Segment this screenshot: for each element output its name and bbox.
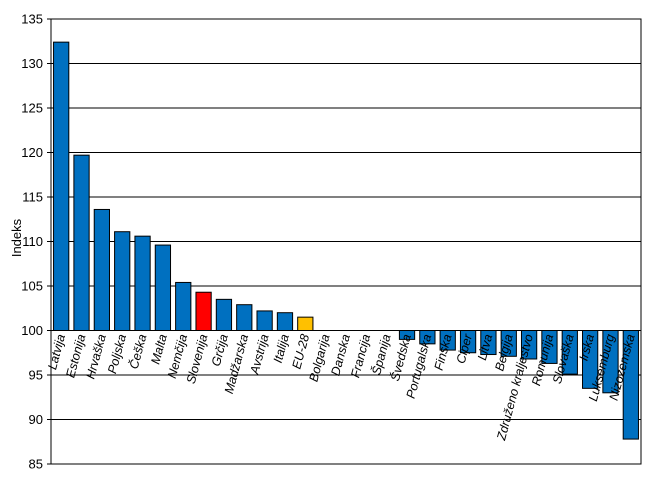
- bar: [114, 231, 131, 332]
- y-tick-label: 90: [29, 412, 43, 427]
- y-tick-label: 100: [21, 323, 43, 338]
- category-label: Avstrija: [247, 333, 271, 377]
- bar: [73, 154, 90, 331]
- bar: [215, 298, 233, 332]
- category-label: Italija: [271, 333, 292, 365]
- category-label: Litva: [475, 333, 495, 362]
- y-tick-label: 120: [21, 145, 43, 160]
- bar: [480, 330, 497, 356]
- bar: [134, 235, 151, 331]
- bar: [175, 281, 192, 332]
- bar: [419, 330, 436, 345]
- bar: [561, 330, 578, 375]
- y-tick-label: 105: [21, 279, 43, 294]
- y-tick-label: 95: [29, 368, 43, 383]
- bar: [236, 304, 253, 332]
- bar: [520, 330, 538, 360]
- y-axis-label: Indeks: [9, 218, 24, 257]
- bar: [276, 312, 294, 332]
- bar: [154, 244, 172, 331]
- bar: [622, 330, 639, 440]
- bar: [500, 330, 517, 357]
- y-axis-ticks: 85 90 95 100 105 110 115 120 125 130 135: [21, 12, 51, 472]
- bar: [93, 208, 110, 332]
- y-tick-label: 115: [22, 190, 43, 205]
- y-tick-label: 85: [29, 457, 43, 472]
- bar: [297, 316, 314, 331]
- bars: [53, 41, 639, 440]
- y-tick-label: 130: [21, 56, 43, 71]
- bar: [602, 330, 619, 394]
- category-label: Poljska: [105, 333, 129, 376]
- bar: [459, 330, 477, 354]
- y-tick-label: 135: [21, 12, 43, 27]
- category-label: Latvija: [45, 333, 68, 372]
- bar: [439, 330, 456, 351]
- category-label: Irska: [577, 333, 598, 363]
- category-label: Grčija: [209, 333, 231, 368]
- bar: [398, 330, 416, 340]
- category-label: Malta: [148, 333, 169, 366]
- bar: [582, 330, 599, 389]
- bar: [53, 41, 70, 331]
- bar: [195, 291, 212, 332]
- category-label: EU-28: [290, 333, 313, 371]
- y-tick-label: 125: [21, 101, 43, 116]
- y-tick-label: 110: [22, 234, 43, 249]
- category-labels: LatvijaEstonijaHrvaškaPoljskaČeškaMaltaN…: [45, 332, 638, 443]
- bar: [541, 330, 558, 364]
- category-label: Češka: [126, 332, 150, 370]
- bar: [256, 310, 273, 332]
